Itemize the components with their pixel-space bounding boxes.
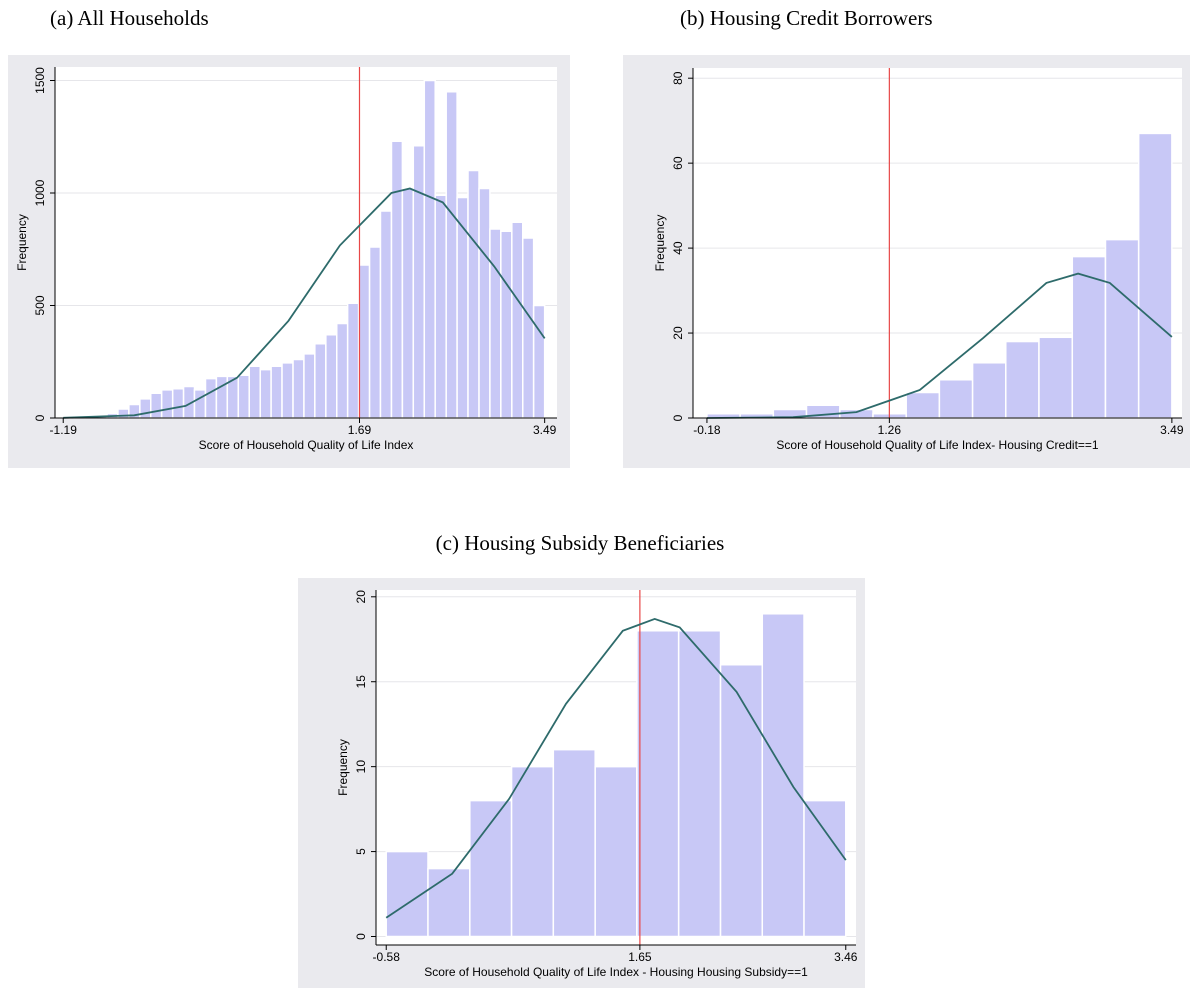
bar [1038,336,1074,419]
bar [427,867,471,938]
normal-curve [385,617,847,919]
y-tick-label: 20 [354,590,368,604]
y-tick-label: 1000 [33,179,47,206]
y-axis-title: Frequency [15,214,29,271]
y-tick-label: 40 [671,241,685,255]
bar [139,398,152,419]
bar [445,91,458,419]
x-tick-label: 1.69 [348,423,372,437]
bar [150,392,163,419]
y-tick-label: 20 [671,326,685,340]
bar [215,375,229,419]
bar [803,799,847,938]
bar [521,237,535,419]
y-tick-label: 1500 [33,67,47,94]
y-axis-title: Frequency [653,215,667,272]
bar [478,187,491,419]
bar [1137,132,1173,419]
bar [368,246,382,419]
bar [171,388,185,419]
bar [971,362,1007,419]
bar [434,194,447,419]
x-axis-title: Score of Household Quality of Life Index… [424,965,808,979]
bar [552,748,596,938]
x-axis-title: Score of Household Quality of Life Index… [776,438,1099,452]
x-axis-title: Score of Household Quality of Life Index [199,438,414,452]
bar [248,365,261,419]
y-tick-label: 0 [33,414,47,421]
x-tick-label: 3.49 [533,423,557,437]
bar [281,362,294,419]
panel-title: (b) Housing Credit Borrowers [680,6,933,30]
bar [938,379,974,419]
bar [204,377,218,419]
bar [336,322,349,419]
bar [594,765,638,938]
bar [1005,340,1040,419]
y-axis-title: Frequency [336,739,350,796]
x-tick-label: 3.46 [834,950,858,964]
bar [314,343,327,419]
bar [500,230,513,419]
x-tick-label: 1.26 [878,423,902,437]
bar [511,221,524,419]
bar [761,613,805,938]
panel-title: (a) All Households [50,6,209,30]
bar [532,304,546,419]
bar [423,79,436,419]
normal-curve [706,272,1173,419]
x-tick-label: -0.58 [373,950,401,964]
bar [467,169,480,419]
bar [270,365,283,419]
y-tick-label: 500 [33,295,47,315]
bar [193,389,207,419]
bar [401,187,415,419]
x-tick-label: -0.18 [693,423,721,437]
bar [905,391,941,419]
bar [325,334,338,419]
y-tick-label: 5 [354,848,368,855]
bar [412,145,426,419]
x-tick-label: 3.49 [1160,423,1184,437]
bar [390,140,404,419]
y-tick-label: 0 [671,414,685,421]
bar [237,374,250,419]
y-tick-label: 10 [354,760,368,774]
bar [346,302,360,419]
bar [357,264,371,419]
bar [510,765,555,938]
y-tick-label: 15 [354,675,368,689]
x-tick-label: -1.19 [50,423,78,437]
bar [719,663,764,938]
bar [303,353,316,419]
bar [1071,255,1107,419]
normal-curve [63,187,546,419]
y-tick-label: 0 [354,933,368,940]
bar [677,630,722,938]
panel-title: (c) Housing Subsidy Beneficiaries [436,531,725,555]
bar [259,368,272,419]
bar [469,799,513,938]
bar [1104,238,1140,419]
bar [379,210,393,419]
bar [292,358,305,419]
bar [160,389,174,419]
x-tick-label: 1.65 [628,950,652,964]
y-tick-label: 60 [671,156,685,170]
bar [636,630,680,938]
y-tick-label: 80 [671,71,685,85]
bar [489,228,502,419]
